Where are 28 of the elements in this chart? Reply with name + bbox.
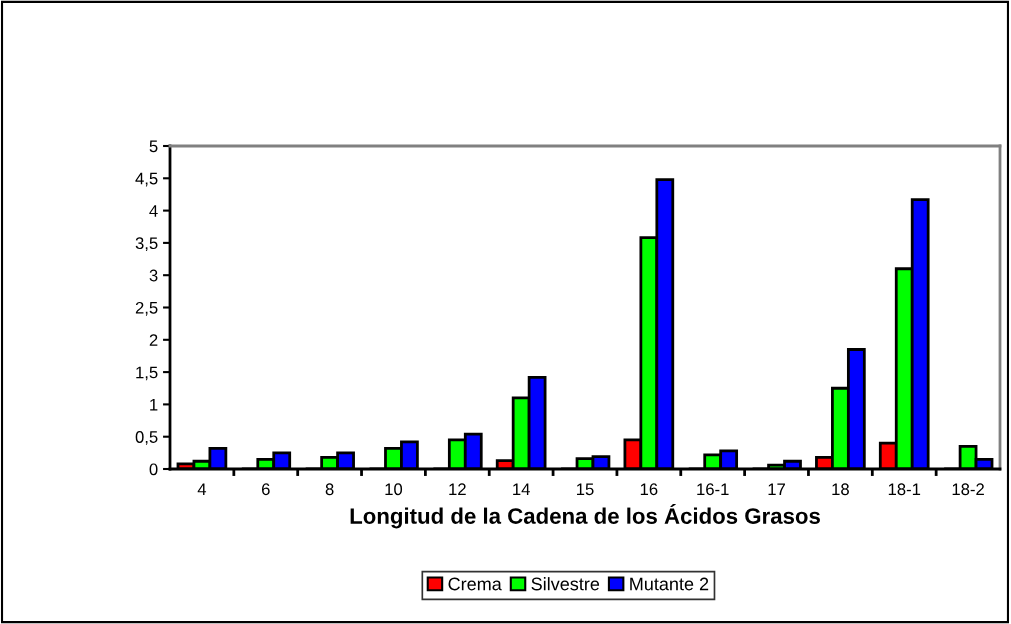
x-tick-label: 18-1 [888,483,921,496]
x-tick-label: 15 [577,483,594,496]
x-tick-label: 16 [640,483,658,496]
x-tick-label: 14 [513,483,530,495]
y-tick-label: 0 [149,463,158,476]
y-tick-label: 4,5 [135,172,158,187]
x-tick-label: 8 [325,483,334,496]
legend-label: Mutante 2 [630,577,709,591]
x-axis-title: Longitud de la Cadena de los Ácidos Grasos [350,503,820,529]
x-tick-label: 18 [832,483,849,496]
y-tick-label: 0,5 [135,431,158,445]
x-tick-label: 10 [385,483,403,496]
x-tick-label: 18-2 [952,483,984,496]
y-tick-label: 5 [149,140,158,153]
legend-label: Silvestre [531,577,600,591]
x-tick-label: 16-1 [697,483,729,496]
x-tick-label: 12 [449,483,466,495]
y-tick-label: 1 [150,398,158,411]
y-tick-label: 2,5 [135,301,158,316]
y-tick-label: 4 [149,205,158,217]
y-tick-label: 3 [149,269,158,282]
x-tick-label: 17 [768,483,785,495]
x-tick-label: 4 [197,483,207,495]
x-tick-label: 6 [261,483,270,496]
y-tick-label: 2 [149,334,158,346]
legend-label: Crema [448,577,502,591]
y-tick-label: 1,5 [136,366,158,381]
y-tick-label: 3,5 [135,237,158,252]
